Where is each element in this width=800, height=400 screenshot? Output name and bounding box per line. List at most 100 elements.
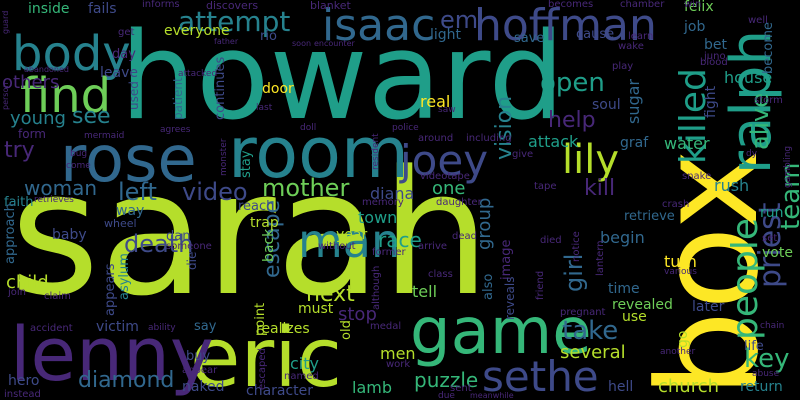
word-several: several <box>560 342 626 363</box>
word-learn: learn <box>628 31 654 42</box>
word-named: named <box>284 371 319 382</box>
word-buy: buy <box>186 349 211 364</box>
word-rose: rose <box>60 123 197 197</box>
word-blanket: blanket <box>310 0 351 12</box>
word-discovers: discovers <box>206 0 259 12</box>
word-guard: guard <box>1 10 10 34</box>
word-attacked: attacked <box>178 69 218 79</box>
word-patient: patient <box>171 77 185 120</box>
word-video: video <box>182 178 248 206</box>
word-pregnant: pregnant <box>560 307 606 318</box>
word-town: town <box>358 208 398 227</box>
word-due: due <box>438 391 455 400</box>
word-old: old <box>339 320 354 340</box>
word-see: see <box>72 104 111 129</box>
word-police: police <box>392 123 419 133</box>
word-fails: fails <box>88 1 117 17</box>
word-asylum: asylum <box>117 253 132 300</box>
word-friend: friend <box>535 270 546 300</box>
word-hoffman: hoffman <box>474 0 657 51</box>
word-snake: snake <box>682 171 712 182</box>
word-die: die <box>185 251 199 270</box>
word-lantern: lantern <box>595 240 606 276</box>
word-turn: turn <box>664 252 697 271</box>
word-everyone: everyone <box>164 23 230 39</box>
word-memory: memory <box>362 197 404 208</box>
word-begin: begin <box>600 228 645 247</box>
word-sugar: sugar <box>624 78 643 124</box>
word-agrees: agrees <box>160 125 191 135</box>
word-doll: doll <box>300 123 317 133</box>
word-class: class <box>428 269 453 280</box>
word-help: help <box>548 108 596 133</box>
word-win: win <box>684 0 702 10</box>
word-job: job <box>684 19 706 35</box>
word-em: em <box>440 6 479 34</box>
word-diana: diana <box>370 184 415 203</box>
word-take: take <box>562 316 619 346</box>
word-stay: stay <box>239 150 254 178</box>
word-sent: sent <box>450 383 472 394</box>
word-room: room <box>228 112 410 194</box>
word-woman: woman <box>24 176 98 200</box>
word-medal: medal <box>370 321 402 332</box>
word-appear: appear <box>182 365 218 376</box>
word-monster: monster <box>219 138 229 176</box>
word-join: join <box>8 287 27 298</box>
word-howard: howard <box>120 8 565 147</box>
word-kill: kill <box>584 176 616 201</box>
word-informs: informs <box>142 0 180 10</box>
word-gambling: gambling <box>783 145 793 188</box>
word-saw: saw <box>438 105 456 115</box>
word-becomes: becomes <box>548 0 594 10</box>
word-baby: baby <box>52 227 87 243</box>
word-father: father <box>214 37 239 46</box>
word-come: come <box>66 161 91 171</box>
word-men: men <box>380 344 416 363</box>
word-dead: dead <box>452 231 477 242</box>
word-puzzle: puzzle <box>414 368 479 392</box>
word-become: become <box>761 21 776 74</box>
word-person: person <box>1 82 10 110</box>
word-hero: hero <box>8 373 40 389</box>
word-realizes: realizes <box>256 321 310 337</box>
word-trap: trap <box>250 215 279 231</box>
word-eric: eric <box>190 311 343 400</box>
word-say: say <box>194 319 217 334</box>
word-encounter: encounter <box>314 39 355 48</box>
word-bug: bug <box>70 149 88 159</box>
word-run: run <box>760 205 784 221</box>
word-water: water <box>664 134 710 153</box>
word-dy: dy <box>746 149 758 159</box>
word-reveals: reveals <box>503 276 517 320</box>
word-life: life <box>744 339 764 354</box>
word-lily: lily <box>562 137 620 183</box>
word-save: save <box>514 31 545 46</box>
word-point: point <box>253 302 268 336</box>
word-try: try <box>4 138 35 163</box>
word-bet: bet <box>704 37 727 53</box>
word-fight: fight <box>703 85 719 118</box>
word-reach: reach <box>238 199 275 214</box>
word-crash: crash <box>662 199 690 210</box>
word-time: time <box>608 281 640 297</box>
word-abandoned: abandoned <box>24 65 69 74</box>
word-rio: rio <box>260 29 277 44</box>
word-juno: juno <box>704 51 726 62</box>
word-former: former <box>372 247 406 258</box>
word-character: character <box>246 383 314 399</box>
word-get: get <box>118 27 135 38</box>
word-daughter: daughter <box>436 197 482 208</box>
word-felix: felix <box>684 0 714 15</box>
word-resident: resident <box>371 133 381 170</box>
word-isaac: isaac <box>322 0 436 51</box>
word-dan: dan <box>166 229 191 244</box>
word-light: light <box>430 27 462 43</box>
word-soon: soon <box>292 39 312 48</box>
word-vote: vote <box>762 245 793 261</box>
word-leave: leave <box>100 65 138 81</box>
word-including: including <box>466 133 512 144</box>
word-meanwhile: meanwhile <box>470 391 514 400</box>
word-attack: attack <box>528 132 579 151</box>
